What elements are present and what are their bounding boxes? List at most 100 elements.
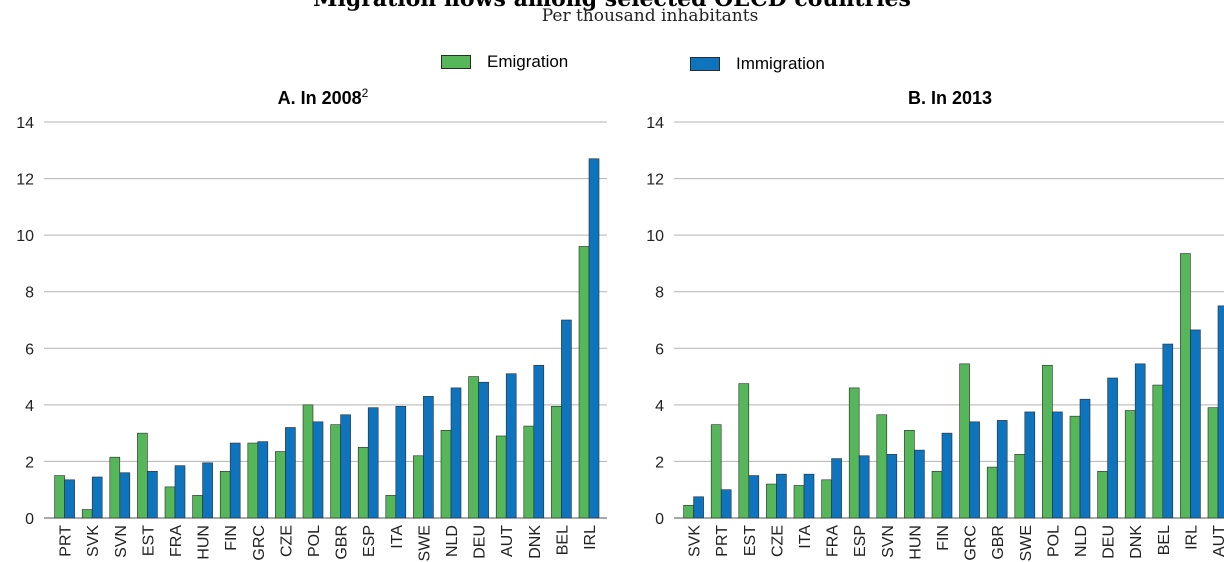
panel-b-x-tick-label: GBR bbox=[990, 525, 1007, 560]
panel-b-bar-immigration bbox=[720, 489, 732, 519]
panel-b-x-tick-label: FIN bbox=[935, 525, 952, 551]
panel-a-bar-emigration bbox=[468, 376, 479, 519]
panel-b-x-tick-label: ESP bbox=[852, 525, 869, 557]
panel-b-bar-emigration bbox=[793, 485, 805, 519]
panel-a-y-tick-label: 2 bbox=[25, 454, 34, 471]
panel-b-bar-immigration bbox=[831, 458, 842, 519]
panel-a-bar-immigration bbox=[505, 373, 517, 519]
panel-b-bar-emigration bbox=[1097, 471, 1108, 519]
panel-a-x-tick-label: FRA bbox=[168, 525, 185, 557]
panel-b-bar-emigration bbox=[1069, 415, 1081, 519]
panel-a-bar-emigration bbox=[275, 451, 286, 519]
panel-a-x-tick-label: ITA bbox=[389, 525, 406, 549]
panel-a-bar-emigration bbox=[551, 405, 562, 519]
panel-b-y-tick-label: 8 bbox=[655, 285, 664, 302]
panel-a-bar-immigration bbox=[367, 407, 379, 519]
panel-b-x-tick-label: DNK bbox=[1128, 525, 1145, 559]
panel-a-y-tick-label: 8 bbox=[25, 285, 34, 302]
panel-a-x-tick-label: DEU bbox=[472, 525, 489, 559]
panel-a-bar-immigration bbox=[174, 465, 186, 519]
panel-b-bar-emigration bbox=[1124, 410, 1136, 519]
panel-a-bar-emigration bbox=[413, 455, 424, 519]
panel-a-x-tick-label: AUT bbox=[499, 525, 516, 557]
panel-a-x-tick-label: NLD bbox=[444, 525, 461, 557]
figure-subtitle: Per thousand inhabitants bbox=[541, 6, 759, 26]
panel-b-bar-emigration bbox=[821, 479, 832, 519]
panel-b-bar-emigration bbox=[848, 387, 860, 519]
panel-b-bar-emigration bbox=[766, 483, 777, 519]
panel-a-y-tick-label: 0 bbox=[25, 511, 34, 528]
panel-a-y-tick-label: 12 bbox=[16, 172, 34, 189]
panel-a-bar-emigration bbox=[54, 475, 65, 519]
panel-b-x-tick-label: SWE bbox=[1018, 525, 1035, 561]
panel-b-y-tick-label: 4 bbox=[655, 398, 664, 415]
panel-b-x-tick-label: ITA bbox=[797, 525, 814, 549]
panel-b-bar-emigration bbox=[986, 466, 998, 519]
panel-a-bar-emigration bbox=[385, 495, 397, 519]
panel-a-bar-immigration bbox=[478, 381, 489, 519]
panel-b-y-tick-label: 14 bbox=[646, 115, 664, 132]
panel-b-x-tick-label: GRC bbox=[963, 525, 980, 561]
panel-a-bar-emigration bbox=[137, 432, 148, 519]
panel-a-bar-immigration bbox=[147, 471, 158, 519]
legend-emigration: Emigration bbox=[441, 52, 568, 72]
panel-b-bar-emigration bbox=[931, 471, 943, 519]
panel-a-bar-immigration bbox=[229, 442, 241, 519]
panel-b-bar-emigration bbox=[876, 414, 888, 519]
panel-a-x-tick-label: EST bbox=[140, 525, 157, 556]
panel-b-bar-emigration bbox=[904, 430, 915, 519]
panel-b-x-tick-label: NLD bbox=[1073, 525, 1090, 557]
panel-b-bar-immigration bbox=[1079, 398, 1091, 519]
panel-a-x-tick-label: HUN bbox=[196, 525, 213, 560]
legend-immigration-label: Immigration bbox=[736, 54, 825, 73]
panel-a-bar-immigration bbox=[340, 414, 351, 519]
panel-b-bar-immigration bbox=[748, 475, 760, 519]
legend-immigration-swatch bbox=[690, 57, 720, 71]
panel-b-y-tick-label: 0 bbox=[655, 511, 664, 528]
panel-a-x-tick-label: GBR bbox=[334, 525, 351, 560]
panel-a-x-tick-label: ESP bbox=[361, 525, 378, 557]
legend-immigration: Immigration bbox=[690, 54, 825, 74]
panel-b-x-tick-label: AUT bbox=[1211, 525, 1224, 557]
panel-b-x-tick-label: DEU bbox=[1101, 525, 1118, 559]
panel-a-bar-immigration bbox=[91, 476, 103, 519]
panel-a-bar-emigration bbox=[219, 471, 231, 519]
panel-a-x-tick-label: PRT bbox=[58, 525, 75, 557]
panel-a-bar-emigration bbox=[302, 404, 314, 519]
panel-b-bar-immigration bbox=[1024, 411, 1036, 519]
panel-b-bar-emigration bbox=[1207, 407, 1219, 519]
panel-a-2008: A. In 20082 0 2 4 6 8 10 12 14 PRT SVK SVN EST FRA HU… bbox=[16, 86, 607, 561]
panel-b-title: B. In 2013 bbox=[908, 88, 992, 108]
panel-b-bar-emigration bbox=[1152, 384, 1164, 519]
panel-b-x-tick-label: SVN bbox=[880, 525, 897, 558]
panel-b-bar-immigration bbox=[941, 432, 953, 519]
panel-a-y-tick-label: 14 bbox=[16, 115, 34, 132]
panel-a-bar-immigration bbox=[395, 405, 407, 519]
panel-a-x-tick-label: FIN bbox=[223, 525, 240, 551]
panel-a-bar-emigration bbox=[578, 246, 590, 519]
panel-b-bar-emigration bbox=[738, 383, 750, 519]
panel-a-x-tick-label: POL bbox=[306, 525, 323, 557]
panel-b-bar-immigration bbox=[803, 473, 815, 519]
panel-b-bar-immigration bbox=[1052, 411, 1063, 519]
panel-a-bar-immigration bbox=[561, 319, 572, 519]
panel-b-bar-immigration bbox=[914, 449, 925, 519]
panel-b-bar-immigration bbox=[1190, 329, 1201, 519]
panel-a-x-tick-label: BEL bbox=[554, 525, 571, 555]
panel-a-x-tick-label: SVN bbox=[113, 525, 130, 558]
figure-title: Migration flows among selected OECD coun… bbox=[0, 0, 1224, 12]
panel-b-x-tick-label: HUN bbox=[907, 525, 924, 560]
panel-a-x-tick-label: SVK bbox=[85, 525, 102, 557]
panel-b-x-tick-label: FRA bbox=[825, 525, 842, 557]
panel-a-bar-immigration bbox=[312, 421, 324, 519]
panel-a-bar-immigration bbox=[64, 479, 75, 519]
panel-a-bar-emigration bbox=[81, 509, 93, 519]
panel-a-bar-immigration bbox=[533, 364, 545, 519]
panel-b-x-tick-label: BEL bbox=[1156, 525, 1173, 555]
panel-a-bar-immigration bbox=[285, 427, 296, 519]
panel-b-y-tick-label: 2 bbox=[655, 454, 664, 471]
panel-a-x-tick-label: GRC bbox=[251, 525, 268, 561]
panel-b-bar-immigration bbox=[969, 421, 980, 519]
panel-a-bar-emigration bbox=[164, 486, 176, 519]
